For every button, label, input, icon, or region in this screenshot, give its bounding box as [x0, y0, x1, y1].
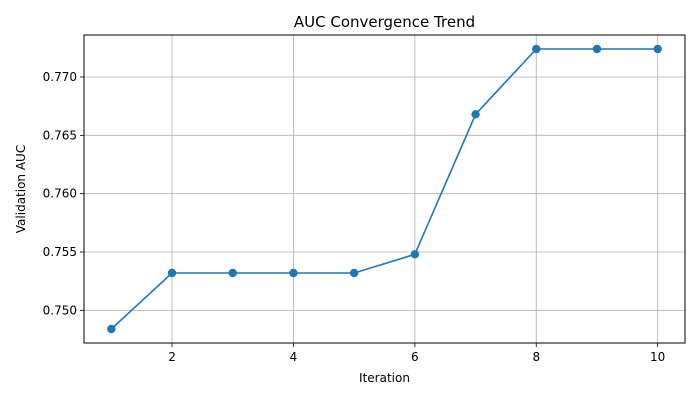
axis-ticks: 2 4 6 8 10 0.750 0.755 0.760 0.765 0.770 [43, 70, 666, 364]
data-point [653, 44, 662, 54]
data-point [471, 110, 480, 119]
data-point [532, 44, 541, 54]
y-tick-label: 0.755 [43, 245, 77, 259]
x-tick-label: 8 [532, 350, 540, 364]
data-point [167, 268, 177, 278]
data-point [410, 250, 420, 259]
y-tick-label: 0.765 [43, 128, 77, 142]
plot-frame [83, 34, 686, 344]
y-tick-label: 0.770 [43, 70, 77, 84]
chart-title: AUC Convergence Trend [294, 13, 475, 31]
x-axis-label: Iteration [359, 371, 410, 385]
grid [84, 35, 685, 343]
x-tick-label: 10 [650, 350, 665, 364]
x-tick-label: 2 [168, 350, 176, 364]
x-tick-label: 4 [290, 350, 298, 364]
data-point [228, 268, 237, 278]
y-tick-label: 0.750 [43, 303, 77, 317]
data-point [289, 268, 298, 278]
series-marker-layer [107, 44, 662, 334]
data-point [349, 268, 359, 278]
data-point [107, 324, 116, 334]
y-axis-label: Validation AUC [14, 145, 28, 233]
series-line-layer [110, 48, 658, 330]
x-tick-label: 6 [411, 350, 419, 364]
series-line [110, 48, 658, 330]
y-tick-label: 0.760 [43, 187, 77, 201]
data-point [592, 44, 602, 54]
